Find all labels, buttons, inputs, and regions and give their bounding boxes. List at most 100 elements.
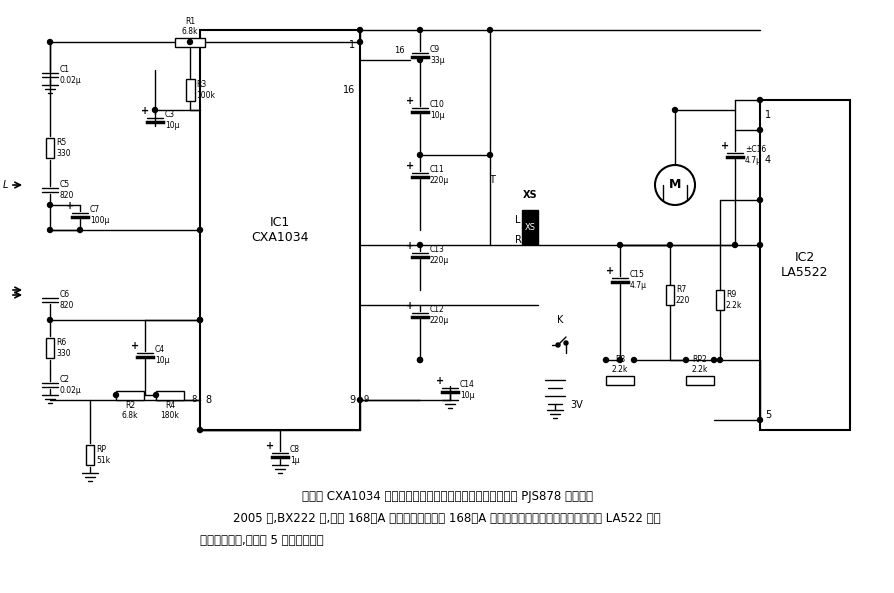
Text: C12
220μ: C12 220μ xyxy=(430,305,450,325)
Circle shape xyxy=(417,358,423,362)
Text: R6
330: R6 330 xyxy=(56,338,71,358)
Circle shape xyxy=(757,127,763,132)
Circle shape xyxy=(417,27,423,33)
Bar xyxy=(606,375,634,384)
Circle shape xyxy=(603,358,609,362)
Circle shape xyxy=(358,27,362,33)
Text: +: + xyxy=(66,201,74,211)
Text: ±C16
4.7μ: ±C16 4.7μ xyxy=(745,145,766,165)
Text: +: + xyxy=(406,301,414,311)
Text: +: + xyxy=(406,161,414,171)
Text: +: + xyxy=(436,376,444,386)
Text: L: L xyxy=(515,215,520,225)
Bar xyxy=(116,391,144,400)
Text: 16: 16 xyxy=(342,85,355,95)
Text: +: + xyxy=(606,266,614,276)
Text: XS: XS xyxy=(523,190,537,200)
Circle shape xyxy=(198,428,203,432)
Text: C4
10μ: C4 10μ xyxy=(155,345,170,365)
Text: C5
820: C5 820 xyxy=(60,180,74,200)
Circle shape xyxy=(564,341,568,345)
Text: C1
0.02μ: C1 0.02μ xyxy=(60,65,81,85)
Text: R2
6.8k: R2 6.8k xyxy=(122,400,139,420)
Text: IC1
CXA1034: IC1 CXA1034 xyxy=(251,216,308,244)
Text: 达的驱动电路,用两节 5 号电池供电。: 达的驱动电路,用两节 5 号电池供电。 xyxy=(200,534,324,547)
Bar xyxy=(175,37,205,46)
Text: 用单片 CXA1034 集成电路组装的收放音随身听很多，如宝利 PJS878 型，熊猫: 用单片 CXA1034 集成电路组装的收放音随身听很多，如宝利 PJS878 型… xyxy=(301,490,593,503)
Circle shape xyxy=(114,393,119,397)
Text: T: T xyxy=(489,175,495,185)
Circle shape xyxy=(417,58,423,62)
Text: C14
10μ: C14 10μ xyxy=(460,380,475,400)
Text: R4
180k: R4 180k xyxy=(161,400,180,420)
Circle shape xyxy=(618,243,622,247)
Circle shape xyxy=(153,107,157,113)
Circle shape xyxy=(684,358,688,362)
Text: R1
6.8k: R1 6.8k xyxy=(181,17,198,37)
Text: 9: 9 xyxy=(363,396,368,404)
Circle shape xyxy=(487,27,493,33)
Circle shape xyxy=(417,243,423,247)
Circle shape xyxy=(198,228,203,232)
Text: 16: 16 xyxy=(394,46,405,55)
Circle shape xyxy=(198,317,203,323)
Circle shape xyxy=(668,243,672,247)
Text: R9
2.2k: R9 2.2k xyxy=(726,291,742,310)
Circle shape xyxy=(358,397,362,403)
Text: R5
330: R5 330 xyxy=(56,138,71,158)
Text: +: + xyxy=(141,106,149,116)
Circle shape xyxy=(631,358,637,362)
Circle shape xyxy=(732,243,738,247)
Text: +: + xyxy=(266,441,274,451)
Text: 1: 1 xyxy=(765,110,772,120)
Bar xyxy=(522,210,538,245)
Text: C3
10μ: C3 10μ xyxy=(165,110,180,130)
Text: 8: 8 xyxy=(191,396,197,404)
Text: XS: XS xyxy=(525,222,536,231)
Circle shape xyxy=(198,317,203,323)
Bar xyxy=(686,375,714,384)
Text: R8
2.2k: R8 2.2k xyxy=(611,355,628,375)
Text: C13
220μ: C13 220μ xyxy=(430,246,450,264)
Circle shape xyxy=(47,317,53,323)
Circle shape xyxy=(618,358,622,362)
Text: K: K xyxy=(557,315,563,325)
Text: 5: 5 xyxy=(765,410,772,420)
Text: R7
220: R7 220 xyxy=(676,285,690,305)
Circle shape xyxy=(358,40,362,44)
Text: R3
100k: R3 100k xyxy=(197,80,215,100)
Bar xyxy=(760,100,850,430)
Text: C11
220μ: C11 220μ xyxy=(430,165,450,184)
Text: +: + xyxy=(406,241,414,251)
Text: C6
820: C6 820 xyxy=(60,291,74,310)
Text: 3V: 3V xyxy=(570,400,583,410)
Text: 1: 1 xyxy=(349,40,355,50)
Circle shape xyxy=(188,40,192,44)
Text: C15
4.7μ: C15 4.7μ xyxy=(630,270,647,290)
Circle shape xyxy=(757,197,763,202)
Bar xyxy=(86,445,94,465)
Text: C9
33μ: C9 33μ xyxy=(430,45,444,65)
Text: C8
1μ: C8 1μ xyxy=(290,445,300,465)
Text: L: L xyxy=(3,180,8,190)
Circle shape xyxy=(757,417,763,422)
Text: C10
10μ: C10 10μ xyxy=(430,100,445,120)
Text: RP2
2.2k: RP2 2.2k xyxy=(692,355,708,375)
Text: C7
100μ: C7 100μ xyxy=(90,205,109,225)
Circle shape xyxy=(47,202,53,208)
Text: 8: 8 xyxy=(205,395,211,405)
Circle shape xyxy=(47,228,53,232)
Bar xyxy=(200,30,360,430)
Bar xyxy=(666,285,674,305)
Text: +: + xyxy=(406,96,414,106)
Text: 4: 4 xyxy=(765,155,772,165)
Circle shape xyxy=(718,358,722,362)
Text: IC2
LA5522: IC2 LA5522 xyxy=(781,251,829,279)
Text: M: M xyxy=(669,178,681,192)
Circle shape xyxy=(556,343,560,347)
Text: RP
51k: RP 51k xyxy=(96,445,110,465)
Text: R: R xyxy=(515,235,521,245)
Bar xyxy=(716,290,724,310)
Bar xyxy=(46,138,54,158)
Circle shape xyxy=(757,97,763,103)
